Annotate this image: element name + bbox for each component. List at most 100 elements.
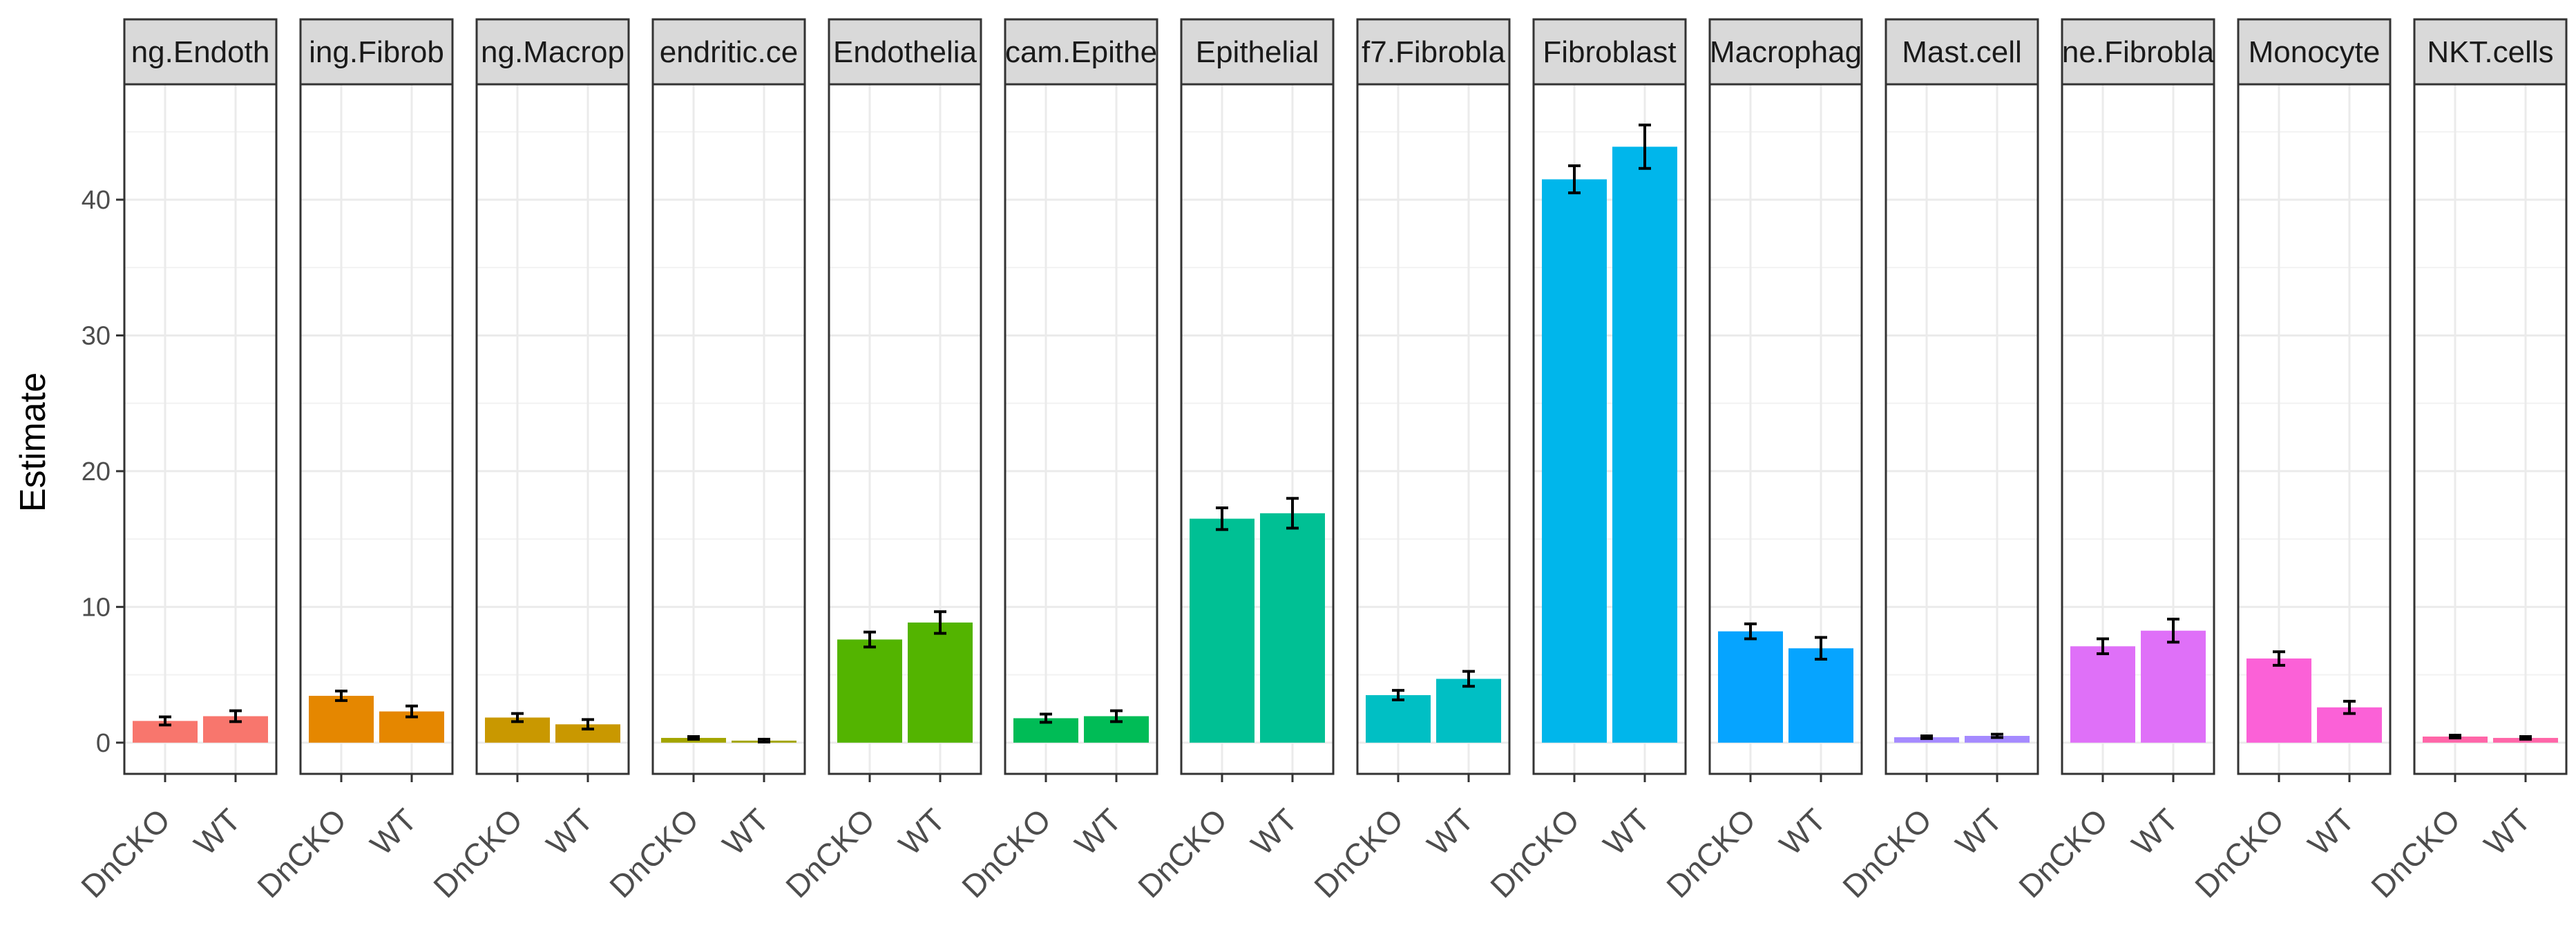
facet-strip [299,18,454,86]
facet-strip-label: ng.Endoth [131,35,270,69]
facet-strip-label: Epithelial [1196,35,1319,69]
facet-strip-label: f7.Fibrobla [1362,35,1505,69]
facet-strip-label: Endothelia [833,35,977,69]
facet-strip-label: Monocyte [2249,35,2381,69]
x-tick-label: WT [1773,802,1833,862]
bar [2246,658,2311,743]
y-tick-label: 30 [82,321,111,350]
bar [1612,146,1677,743]
facet-panel: Endothelia DnCKO WT [779,18,982,904]
x-tick-label: DnCKO [602,802,705,904]
bar [1366,695,1431,743]
x-tick-label: WT [1949,802,2009,862]
y-axis-label: Estimate [13,372,53,512]
facet-strip-label: ne.Fibrobla [2062,35,2215,69]
facet-panel: endritic.ce DnCKO WT [602,18,806,904]
facet-panel: ng.Endoth DnCKO WT [74,18,278,904]
facet-panel: Fibroblast DnCKO WT [1483,18,1687,904]
x-tick-label: DnCKO [1307,802,1410,904]
x-tick-label: DnCKO [1835,802,1938,904]
x-tick-label: DnCKO [1131,802,1234,904]
facet-panel: cam.Epithe DnCKO WT [955,18,1158,904]
facet-panel: ne.Fibrobla DnCKO WT [2012,18,2215,904]
x-tick-label: DnCKO [779,802,881,904]
facet-panel: f7.Fibrobla DnCKO WT [1307,18,1511,904]
y-tick-label: 20 [82,457,111,486]
facet-strip-label: ng.Macrop [481,35,624,69]
facet-panel: ing.Fibrob DnCKO WT [250,18,454,904]
bar [2423,736,2488,743]
panel-background [477,84,629,774]
facet-panel: NKT.cells DnCKO WT [2364,18,2568,904]
facet-strip [1004,18,1158,86]
facet-strip [1180,18,1335,86]
facet-strip [828,18,982,86]
x-tick-label: DnCKO [2012,802,2115,904]
bar [1788,648,1853,743]
facet-strip [123,18,278,86]
bar [1718,631,1783,743]
facet-panel: Macrophag DnCKO WT [1659,18,1863,904]
x-tick-label: DnCKO [74,802,177,904]
x-tick-label: WT [2125,802,2185,862]
y-tick-label: 10 [82,593,111,622]
bar [309,696,374,743]
bar [1436,679,1501,743]
facet-strip [651,18,806,86]
facet-strip-label: endritic.ce [660,35,799,69]
facet-strip-label: Macrophag [1710,35,1862,69]
x-tick-label: WT [2477,802,2537,862]
bar [1965,735,2030,743]
x-tick-label: DnCKO [1483,802,1586,904]
x-tick-label: WT [892,802,952,862]
x-tick-label: WT [2301,802,2361,862]
x-tick-label: WT [1596,802,1657,862]
x-tick-label: WT [1420,802,1480,862]
bar [908,622,973,743]
panel-background [300,84,452,774]
panel-background [1005,84,1157,774]
bar [1260,513,1325,743]
y-tick-label: 0 [96,729,111,758]
x-tick-label: WT [187,802,247,862]
panel-background [1886,84,2038,774]
facet-strip-label: cam.Epithe [1005,35,1157,69]
x-tick-label: DnCKO [2188,802,2291,904]
bar [2070,646,2135,743]
x-tick-label: WT [716,802,776,862]
x-tick-label: DnCKO [250,802,353,904]
panel-background [2414,84,2566,774]
y-tick-label: 40 [82,186,111,215]
x-tick-label: WT [363,802,423,862]
y-axis: 0 10 20 30 40 [82,186,124,758]
panel-background [653,84,805,774]
facet-strip [2061,18,2215,86]
x-tick-label: WT [1244,802,1304,862]
x-tick-label: WT [540,802,600,862]
facet-panel: Mast.cell DnCKO WT [1835,18,2039,904]
facet-panel: ng.Macrop DnCKO WT [426,18,630,904]
facet-strip-label: Mast.cell [1902,35,2022,69]
facet-strip [1708,18,1863,86]
bar [2141,630,2206,743]
bar [837,639,902,743]
facet-strip [475,18,630,86]
facet-strip [1885,18,2039,86]
facet-strip-label: ing.Fibrob [309,35,444,69]
panel-background [124,84,276,774]
panel-background [1357,84,1509,774]
facet-panel: Monocyte DnCKO WT [2188,18,2392,904]
x-tick-label: DnCKO [426,802,529,904]
facet-panel: Epithelial DnCKO WT [1131,18,1335,904]
x-tick-label: DnCKO [2364,802,2467,904]
facet-strip [2413,18,2568,86]
x-tick-label: WT [1068,802,1128,862]
facet-strip [1356,18,1511,86]
bar [1542,179,1607,743]
facet-strip-label: NKT.cells [2427,35,2553,69]
facet-strip [2237,18,2392,86]
bar [1190,518,1254,743]
x-tick-label: DnCKO [1659,802,1762,904]
